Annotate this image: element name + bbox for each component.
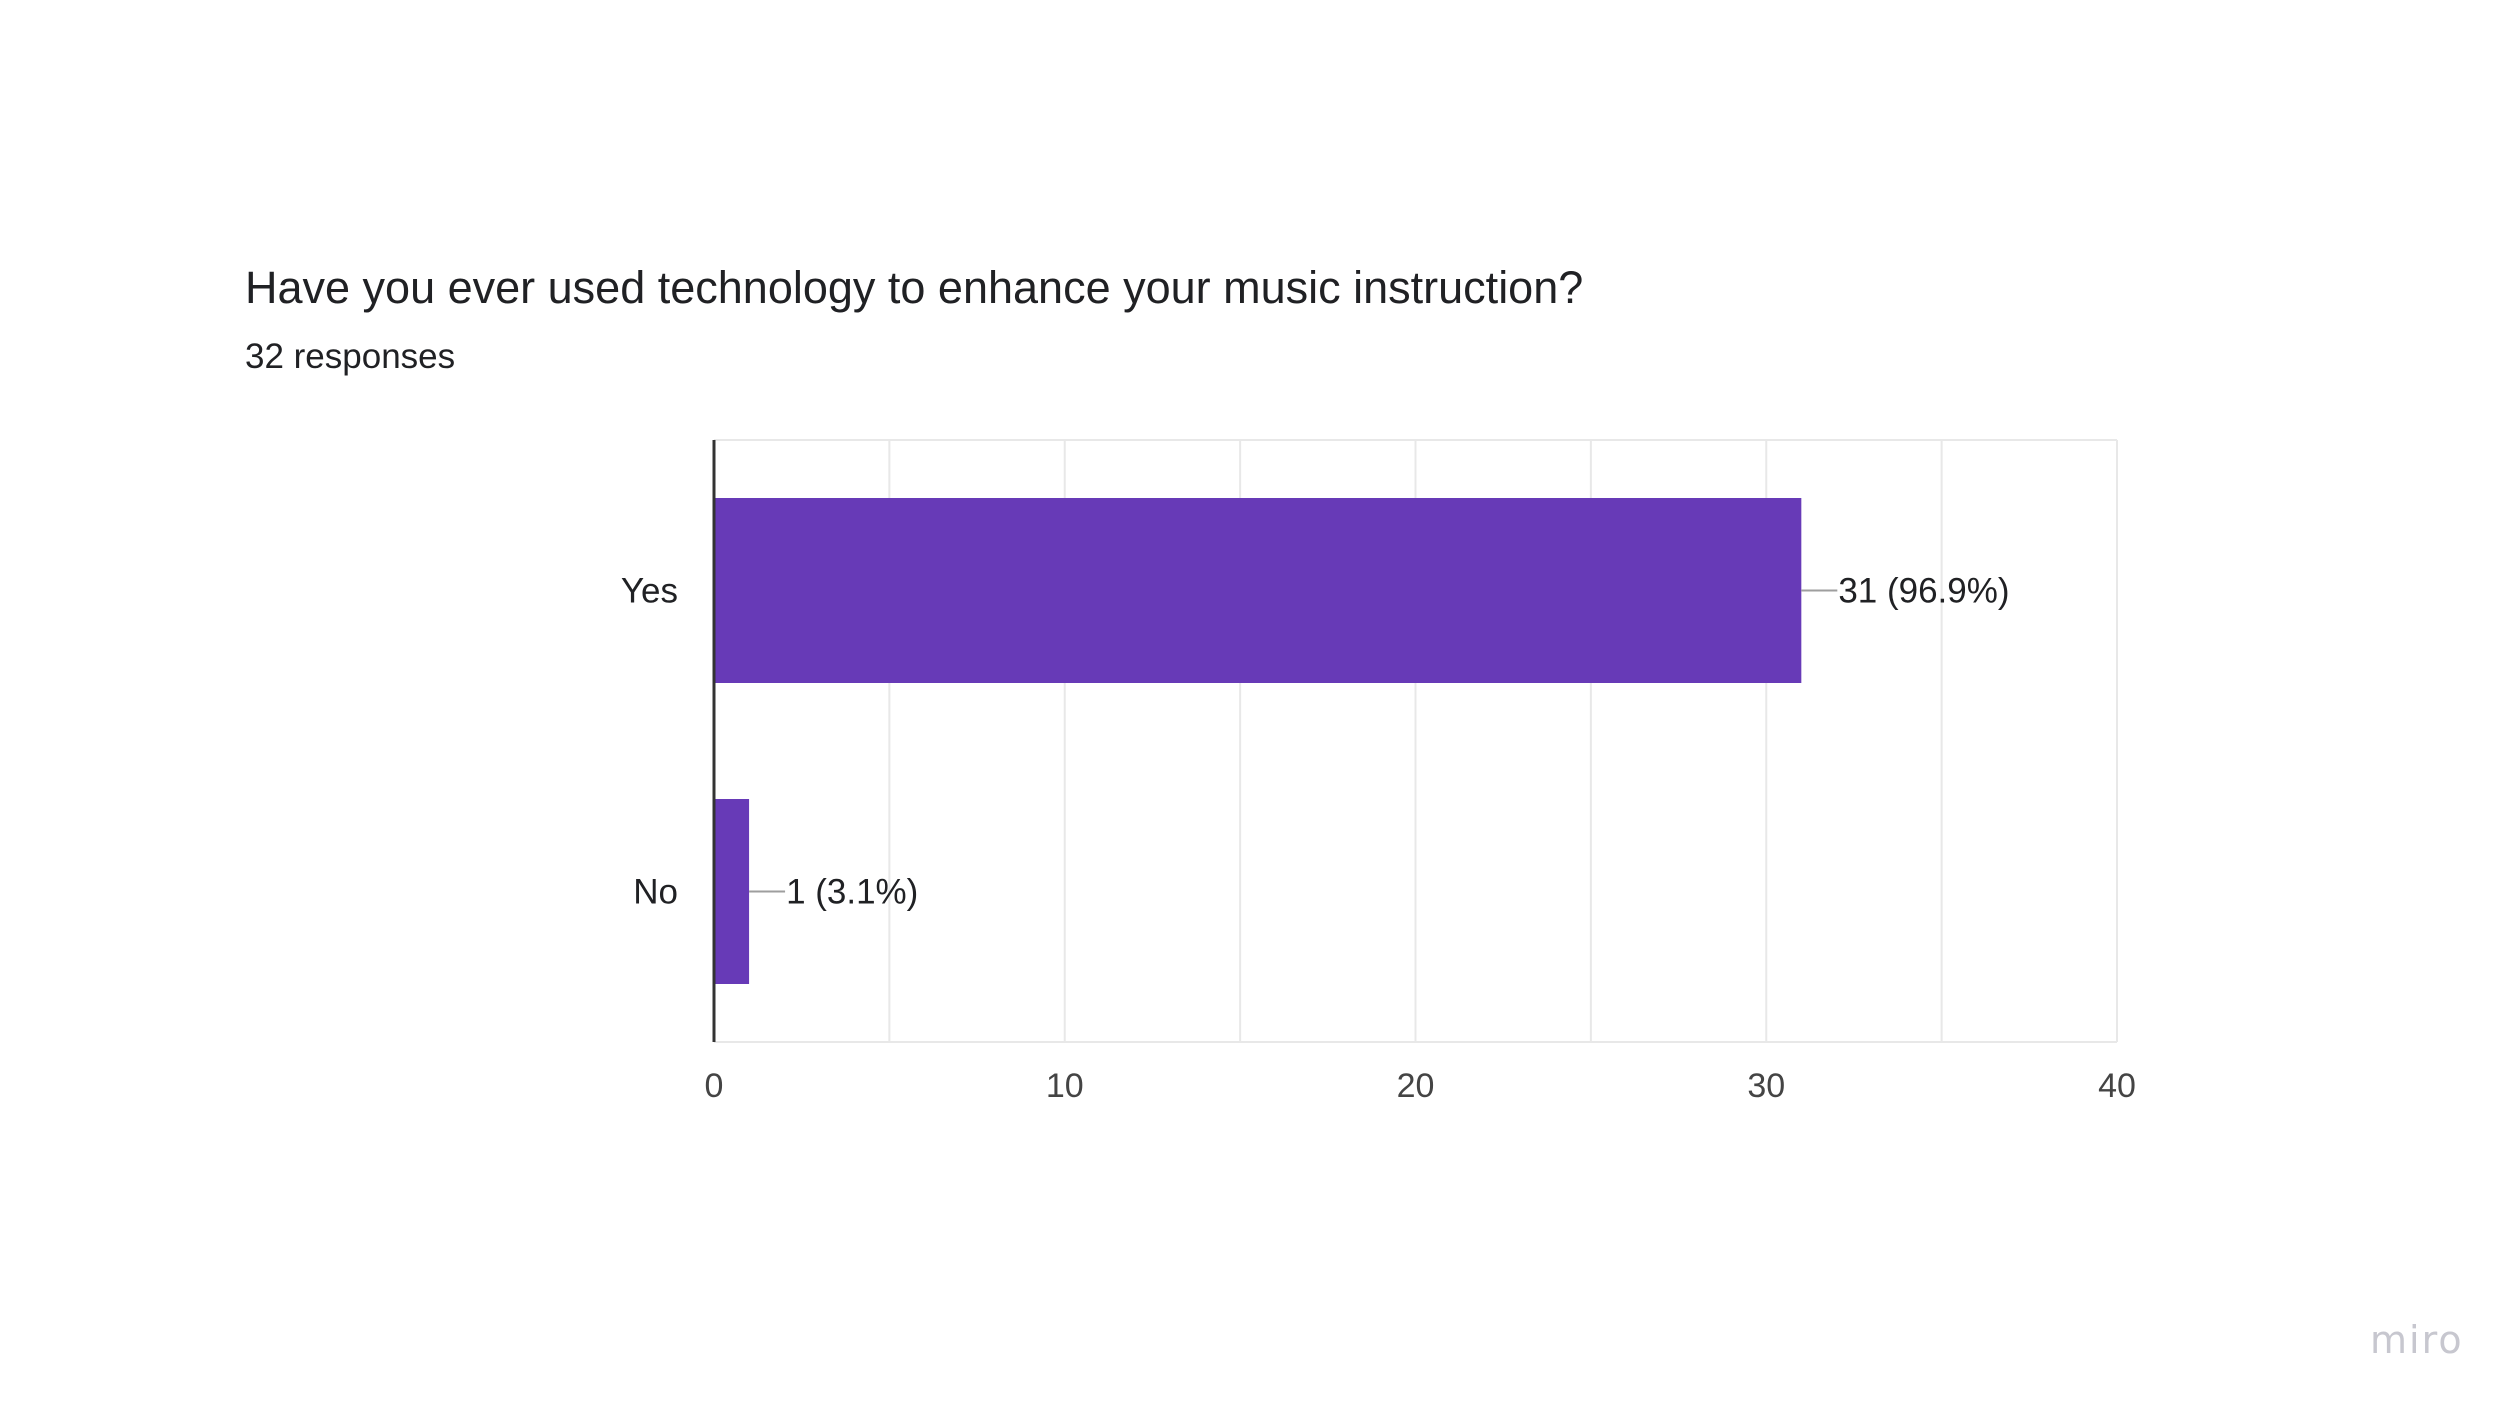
- category-label: Yes: [621, 572, 678, 611]
- miro-watermark: miro: [2370, 1318, 2464, 1362]
- x-tick-label: 0: [705, 1067, 724, 1105]
- x-tick-label: 30: [1747, 1067, 1785, 1105]
- question-title: Have you ever used technology to enhance…: [245, 262, 1584, 313]
- x-tick-label: 20: [1397, 1067, 1435, 1105]
- data-label: 1 (3.1%): [786, 873, 918, 912]
- x-tick-label: 40: [2098, 1067, 2136, 1105]
- data-label: 31 (96.9%): [1838, 572, 2009, 611]
- x-tick-label: 10: [1046, 1067, 1084, 1105]
- bar-no: [714, 799, 750, 984]
- bar-yes: [714, 498, 1802, 683]
- response-count: 32 responses: [245, 337, 456, 376]
- category-label: No: [633, 873, 678, 912]
